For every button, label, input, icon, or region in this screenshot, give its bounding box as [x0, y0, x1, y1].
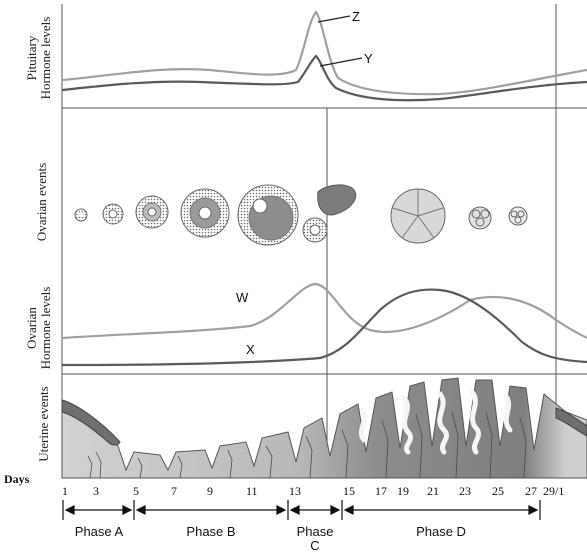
day-tick-27: 27	[525, 484, 537, 498]
panel-labels: Pituitary Hormone levels Ovarian events …	[24, 17, 53, 462]
ovarian-hormone-curves	[61, 282, 587, 367]
pituitary-curves	[61, 10, 587, 102]
day-tick-labels: 1 3 5 7 9 11 13 15 17 19 21 23 25 27 29/1	[62, 484, 564, 498]
phase-a-label: Phase A	[75, 524, 124, 539]
ruptured-follicle	[302, 184, 357, 243]
phase-c-label-line2: C	[310, 538, 319, 553]
days-axis-title: Days	[4, 472, 30, 486]
tertiary-follicle	[180, 188, 230, 238]
day-tick-15: 15	[343, 484, 355, 498]
pointer-y	[319, 57, 363, 67]
label-pituitary-hormone-levels: Hormone levels	[38, 17, 53, 100]
day-tick-1: 1	[62, 484, 68, 498]
ovarian-events-illustration	[74, 184, 528, 246]
graafian-follicle	[237, 184, 299, 246]
day-tick-21: 21	[427, 484, 439, 498]
curve-label-y: Y	[364, 51, 373, 66]
panel-frames	[61, 4, 587, 478]
phase-c-label: Phase	[297, 524, 334, 539]
pointer-z	[317, 15, 351, 23]
day-tick-23: 23	[459, 484, 471, 498]
curve-y-dark	[61, 54, 587, 102]
label-uterine-events: Uterine events	[36, 386, 51, 461]
label-pituitary: Pituitary	[24, 35, 39, 80]
phase-d-label: Phase D	[416, 524, 466, 539]
label-ovarian-events: Ovarian events	[34, 163, 49, 241]
curve-label-w: W	[236, 290, 249, 305]
curve-z-light	[61, 10, 587, 96]
released-ovum-blob	[317, 184, 357, 216]
corpus-albicans	[508, 206, 528, 226]
secondary-follicle	[135, 195, 169, 229]
label-ovarian: Ovarian	[24, 307, 39, 349]
day-tick-5: 5	[133, 484, 139, 498]
day-tick-3: 3	[93, 484, 99, 498]
uterine-events-illustration	[61, 377, 587, 479]
label-ovarian-hormone-levels: Hormone levels	[38, 287, 53, 370]
day-tick-17: 17	[375, 484, 387, 498]
day-tick-11: 11	[246, 484, 258, 498]
phase-b-arrow	[135, 505, 287, 515]
curve-w-light	[61, 282, 587, 340]
phase-b-label: Phase B	[186, 524, 235, 539]
menstrual-flow-right	[555, 407, 587, 437]
phase-d-arrow	[343, 505, 539, 515]
spiral-arteries	[87, 411, 527, 479]
phase-c-arrow	[289, 505, 341, 515]
phase-labels: Phase A Phase B Phase C Phase D	[75, 524, 466, 553]
uterine-glands	[358, 389, 513, 455]
curve-x-dark	[61, 288, 587, 367]
primary-follicle	[74, 208, 88, 222]
corpus-luteum	[390, 188, 446, 244]
day-tick-29-1: 29/1	[543, 484, 564, 498]
early-follicle	[102, 203, 124, 225]
days-axis: Days 1 3 5 7 9 11 13 15 17 19 21 23 25 27 29/1	[4, 472, 564, 498]
menstrual-flow-left	[61, 399, 121, 446]
day-tick-19: 19	[397, 484, 409, 498]
day-tick-13: 13	[289, 484, 301, 498]
regressing-corpus-luteum	[468, 206, 492, 230]
day-tick-9: 9	[207, 484, 213, 498]
day-tick-25: 25	[492, 484, 504, 498]
phase-brackets	[62, 500, 541, 520]
curve-label-z: Z	[352, 9, 360, 24]
phase-a-arrow	[64, 505, 133, 515]
day-tick-7: 7	[171, 484, 177, 498]
curve-label-x: X	[246, 342, 255, 357]
